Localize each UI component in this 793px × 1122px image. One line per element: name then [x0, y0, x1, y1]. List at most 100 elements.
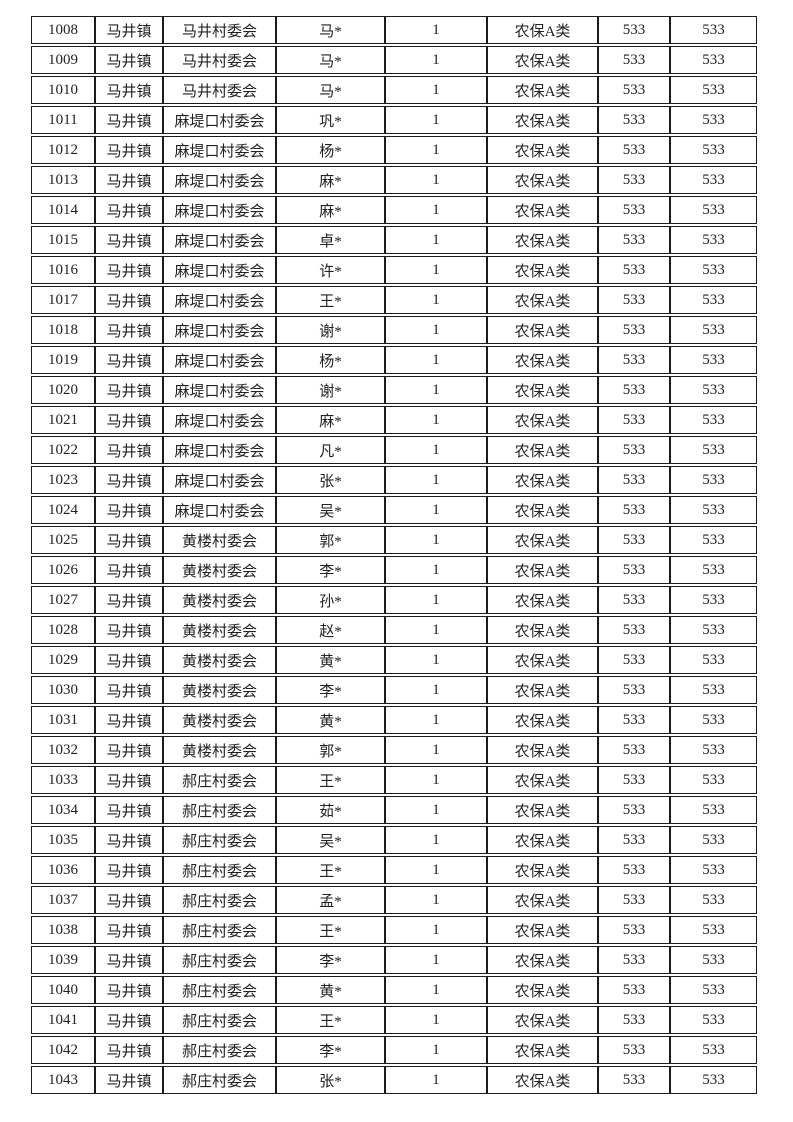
table-cell: 1 — [385, 916, 487, 944]
table-cell: 533 — [598, 466, 670, 494]
table-cell: 1 — [385, 496, 487, 524]
table-cell: 农保A类 — [487, 1036, 598, 1064]
table-cell: 1014 — [31, 196, 95, 224]
table-cell: 马井镇 — [95, 166, 163, 194]
table-cell: 533 — [598, 166, 670, 194]
table-cell: 李* — [276, 676, 385, 704]
table-cell: 533 — [598, 1036, 670, 1064]
table-cell: 533 — [598, 886, 670, 914]
table-cell: 孟* — [276, 886, 385, 914]
table-cell: 麻堤口村委会 — [163, 346, 276, 374]
table-cell: 1017 — [31, 286, 95, 314]
table-cell: 马井镇 — [95, 136, 163, 164]
table-cell: 巩* — [276, 106, 385, 134]
table-cell: 麻堤口村委会 — [163, 166, 276, 194]
table-cell: 533 — [598, 526, 670, 554]
table-cell: 533 — [598, 646, 670, 674]
table-cell: 533 — [598, 1006, 670, 1034]
table-cell: 1008 — [31, 16, 95, 44]
table-cell: 农保A类 — [487, 676, 598, 704]
table-cell: 533 — [598, 76, 670, 104]
table-cell: 1032 — [31, 736, 95, 764]
table-row: 1012 马井镇 麻堤口村委会 杨* 1 农保A类 533 533 — [31, 136, 757, 164]
table-cell: 533 — [670, 46, 757, 74]
table-cell: 马井镇 — [95, 196, 163, 224]
table-row: 1010 马井镇 马井村委会 马* 1 农保A类 533 533 — [31, 76, 757, 104]
table-cell: 谢* — [276, 316, 385, 344]
table-cell: 533 — [598, 136, 670, 164]
table-row: 1029 马井镇 黄楼村委会 黄* 1 农保A类 533 533 — [31, 646, 757, 674]
table-cell: 黄楼村委会 — [163, 676, 276, 704]
table-cell: 马井镇 — [95, 796, 163, 824]
table-cell: 马井镇 — [95, 286, 163, 314]
table-cell: 麻堤口村委会 — [163, 466, 276, 494]
table-cell: 1026 — [31, 556, 95, 584]
table-cell: 郝庄村委会 — [163, 856, 276, 884]
table-cell: 1 — [385, 196, 487, 224]
table-cell: 马* — [276, 76, 385, 104]
table-cell: 533 — [598, 496, 670, 524]
table-cell: 1033 — [31, 766, 95, 794]
table-cell: 农保A类 — [487, 46, 598, 74]
table-cell: 1 — [385, 376, 487, 404]
table-cell: 533 — [670, 406, 757, 434]
table-cell: 533 — [598, 1066, 670, 1094]
table-cell: 农保A类 — [487, 346, 598, 374]
table-cell: 黄* — [276, 646, 385, 674]
table-cell: 1019 — [31, 346, 95, 374]
table-cell: 马井镇 — [95, 526, 163, 554]
table-cell: 农保A类 — [487, 1006, 598, 1034]
table-cell: 农保A类 — [487, 166, 598, 194]
table-cell: 1040 — [31, 976, 95, 1004]
table-cell: 1 — [385, 1036, 487, 1064]
table-row: 1020 马井镇 麻堤口村委会 谢* 1 农保A类 533 533 — [31, 376, 757, 404]
table-cell: 1034 — [31, 796, 95, 824]
table-cell: 533 — [670, 916, 757, 944]
table-cell: 1 — [385, 616, 487, 644]
table-cell: 农保A类 — [487, 466, 598, 494]
table-cell: 黄楼村委会 — [163, 646, 276, 674]
table-cell: 农保A类 — [487, 616, 598, 644]
table-cell: 张* — [276, 1066, 385, 1094]
table-cell: 533 — [598, 856, 670, 884]
table-cell: 杨* — [276, 346, 385, 374]
table-cell: 1 — [385, 706, 487, 734]
table-cell: 533 — [598, 946, 670, 974]
table-row: 1013 马井镇 麻堤口村委会 麻* 1 农保A类 533 533 — [31, 166, 757, 194]
table-cell: 1 — [385, 466, 487, 494]
table-cell: 许* — [276, 256, 385, 284]
table-cell: 马井镇 — [95, 106, 163, 134]
table-row: 1030 马井镇 黄楼村委会 李* 1 农保A类 533 533 — [31, 676, 757, 704]
table-cell: 1025 — [31, 526, 95, 554]
table-cell: 1 — [385, 556, 487, 584]
table-cell: 533 — [598, 826, 670, 854]
table-cell: 农保A类 — [487, 706, 598, 734]
table-cell: 郝庄村委会 — [163, 1066, 276, 1094]
table-cell: 马井镇 — [95, 316, 163, 344]
table-cell: 马井镇 — [95, 1066, 163, 1094]
table-cell: 1 — [385, 886, 487, 914]
table-cell: 1029 — [31, 646, 95, 674]
table-cell: 马井镇 — [95, 916, 163, 944]
table-cell: 1016 — [31, 256, 95, 284]
table-cell: 533 — [598, 766, 670, 794]
table-cell: 马井镇 — [95, 46, 163, 74]
table-cell: 1037 — [31, 886, 95, 914]
table-cell: 马井村委会 — [163, 76, 276, 104]
table-cell: 533 — [598, 286, 670, 314]
table-cell: 李* — [276, 1036, 385, 1064]
table-cell: 农保A类 — [487, 16, 598, 44]
table-cell: 1 — [385, 736, 487, 764]
table-cell: 533 — [598, 16, 670, 44]
table-row: 1024 马井镇 麻堤口村委会 吴* 1 农保A类 533 533 — [31, 496, 757, 524]
table-cell: 麻堤口村委会 — [163, 106, 276, 134]
table-cell: 张* — [276, 466, 385, 494]
table-cell: 533 — [598, 586, 670, 614]
table-cell: 马井镇 — [95, 346, 163, 374]
table-cell: 郝庄村委会 — [163, 766, 276, 794]
table-cell: 533 — [670, 646, 757, 674]
table-cell: 吴* — [276, 496, 385, 524]
table-cell: 农保A类 — [487, 526, 598, 554]
table-cell: 533 — [598, 226, 670, 254]
